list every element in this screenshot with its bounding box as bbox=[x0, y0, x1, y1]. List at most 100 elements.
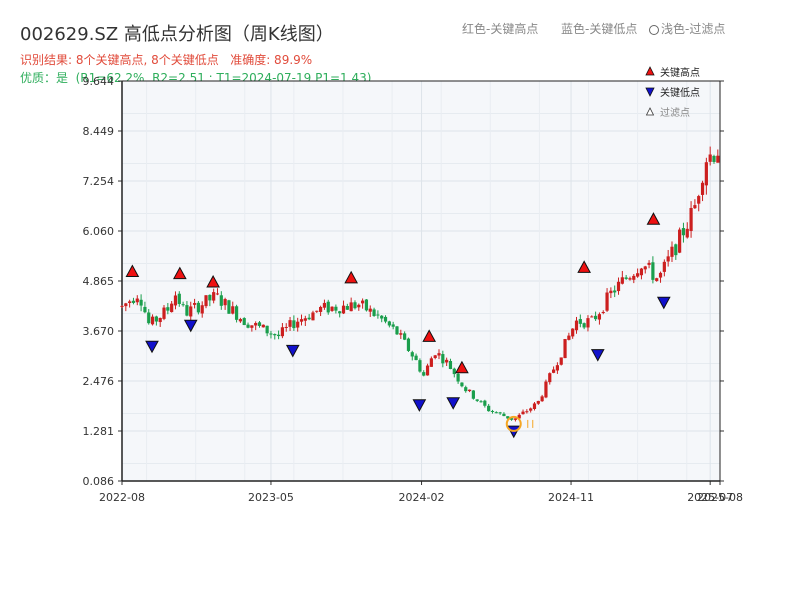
candle-body bbox=[540, 396, 544, 402]
candle-body bbox=[380, 315, 384, 319]
candle-body bbox=[410, 352, 414, 357]
candle-body bbox=[616, 281, 621, 292]
candle-body bbox=[242, 318, 246, 326]
candle-body bbox=[315, 310, 319, 312]
candle-body bbox=[532, 403, 537, 409]
candle-body bbox=[452, 368, 456, 375]
candle-body bbox=[548, 373, 552, 383]
candle-body bbox=[425, 365, 430, 376]
candle-body bbox=[192, 303, 197, 305]
candle-body bbox=[166, 307, 170, 311]
x-tick-label: 2023-05 bbox=[248, 491, 294, 504]
y-tick-label: 3.670 bbox=[83, 325, 115, 338]
candle-body bbox=[330, 306, 334, 311]
candle-body bbox=[636, 273, 640, 277]
candle-body bbox=[494, 412, 498, 414]
candle-body bbox=[158, 317, 162, 323]
candle-body bbox=[368, 308, 372, 312]
candle-body bbox=[609, 290, 613, 294]
candle-body bbox=[563, 339, 567, 359]
candle-body bbox=[597, 314, 602, 320]
candle-body bbox=[670, 246, 674, 257]
candle-body bbox=[437, 353, 441, 356]
candle-body bbox=[448, 361, 453, 370]
candle-body bbox=[399, 333, 403, 335]
candle-body bbox=[582, 323, 586, 328]
candle-body bbox=[311, 312, 315, 321]
y-tick-label: 1.281 bbox=[83, 425, 115, 438]
candle-body bbox=[349, 302, 353, 312]
legend-label: 过滤点 bbox=[660, 106, 690, 119]
candle-body bbox=[681, 228, 686, 236]
legend-blue-text: 蓝色-关键低点 bbox=[561, 22, 638, 36]
candle-body bbox=[288, 320, 292, 327]
y-tick-label: 0.086 bbox=[83, 475, 115, 488]
candle-body bbox=[498, 412, 502, 414]
candle-body bbox=[502, 413, 506, 417]
candle-body bbox=[414, 355, 418, 361]
candle-body bbox=[521, 411, 525, 415]
candle-body bbox=[196, 302, 200, 313]
candle-body bbox=[238, 319, 242, 322]
candle-body bbox=[212, 292, 216, 301]
candle-body bbox=[170, 303, 174, 313]
candle-body bbox=[517, 414, 521, 419]
candle-body bbox=[276, 334, 281, 337]
candle-body bbox=[647, 262, 651, 265]
candle-body bbox=[693, 205, 697, 209]
candle-body bbox=[135, 298, 139, 303]
legend-light-item: 浅色-过滤点 bbox=[649, 20, 725, 37]
candle-body bbox=[131, 300, 136, 303]
candle-body bbox=[391, 324, 395, 327]
candle-body bbox=[708, 154, 712, 162]
candle-body bbox=[666, 256, 670, 262]
candle-body bbox=[403, 333, 407, 340]
candle-body bbox=[536, 400, 540, 404]
key-high-marker bbox=[422, 329, 437, 342]
candle-body bbox=[513, 418, 517, 420]
candle-body bbox=[483, 400, 487, 406]
candle-body bbox=[280, 327, 285, 337]
candle-body bbox=[697, 196, 701, 204]
candle-body bbox=[181, 304, 185, 306]
candle-body bbox=[601, 311, 605, 313]
candle-body bbox=[567, 335, 571, 340]
candle-body bbox=[605, 292, 609, 311]
y-tick-label: 9.644 bbox=[83, 75, 115, 88]
x-tick-label: 2024-02 bbox=[399, 491, 445, 504]
y-tick-label: 7.254 bbox=[83, 175, 115, 188]
candle-body bbox=[460, 382, 464, 387]
candle-body bbox=[422, 372, 426, 376]
y-tick-label: 6.060 bbox=[83, 225, 115, 238]
key-high-marker bbox=[577, 260, 591, 273]
candle-body bbox=[716, 155, 720, 163]
candle-body bbox=[678, 229, 682, 253]
candle-body bbox=[219, 295, 223, 306]
candle-body bbox=[525, 411, 529, 413]
candle-body bbox=[307, 317, 311, 320]
candle-body bbox=[509, 418, 514, 420]
candle-body bbox=[326, 301, 330, 313]
candle-body bbox=[265, 325, 269, 334]
candle-body bbox=[456, 373, 460, 382]
candle-body bbox=[177, 293, 181, 304]
candle-body bbox=[685, 228, 689, 238]
candle-body bbox=[712, 155, 716, 162]
candle-body bbox=[269, 333, 273, 335]
candle-body bbox=[173, 295, 178, 306]
candle-body bbox=[571, 328, 575, 337]
candle-body bbox=[334, 306, 338, 311]
candle-body bbox=[662, 261, 666, 272]
key-low-marker bbox=[183, 319, 198, 333]
x-tick-label: 2024-11 bbox=[548, 491, 594, 504]
key-high-marker bbox=[646, 212, 661, 225]
candle-body bbox=[441, 354, 445, 364]
candle-body bbox=[506, 416, 510, 419]
y-tick-label: 2.476 bbox=[83, 375, 115, 388]
candle-body bbox=[643, 266, 647, 270]
key-low-marker bbox=[590, 349, 605, 362]
candle-body bbox=[372, 309, 376, 316]
candle-body bbox=[357, 304, 361, 308]
candle-body bbox=[628, 278, 632, 280]
candle-body bbox=[150, 316, 155, 325]
